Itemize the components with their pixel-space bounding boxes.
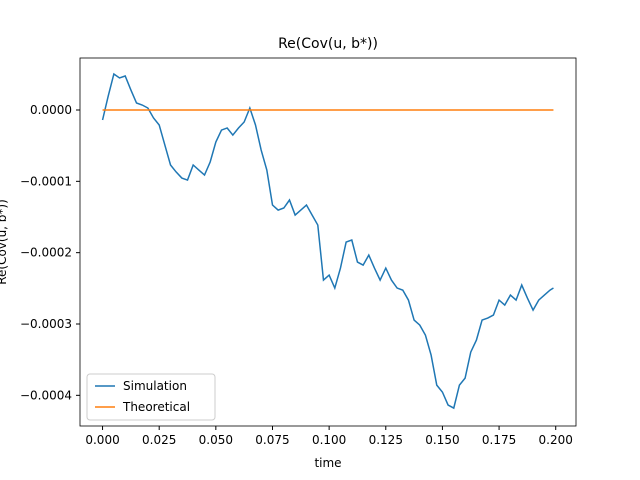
y-tick-label: −0.0004 — [20, 388, 72, 402]
x-axis-label: time — [314, 456, 341, 470]
x-tick-label: 0.100 — [312, 433, 346, 447]
chart-title: Re(Cov(u, b*)) — [278, 36, 378, 52]
y-tick-label: −0.0001 — [20, 174, 72, 188]
x-tick-label: 0.000 — [85, 433, 119, 447]
x-tick-label: 0.075 — [255, 433, 289, 447]
series-line — [101, 72, 554, 410]
legend-label: Theoretical — [122, 400, 190, 414]
legend-box — [86, 373, 216, 421]
y-tick-label: −0.0003 — [20, 317, 72, 331]
x-tick-label: 0.050 — [199, 433, 233, 447]
x-tick-label: 0.125 — [369, 433, 403, 447]
y-tick-label: 0.0000 — [30, 103, 72, 117]
x-tick-label: 0.150 — [425, 433, 459, 447]
plot-frame — [79, 57, 577, 427]
legend-label: Simulation — [123, 379, 187, 393]
y-axis-label: Re(Cov(u, b*)) — [0, 199, 9, 285]
x-tick-label: 0.200 — [539, 433, 573, 447]
y-tick-label: −0.0002 — [20, 246, 72, 260]
x-tick-label: 0.025 — [142, 433, 176, 447]
x-tick-label: 0.175 — [482, 433, 516, 447]
